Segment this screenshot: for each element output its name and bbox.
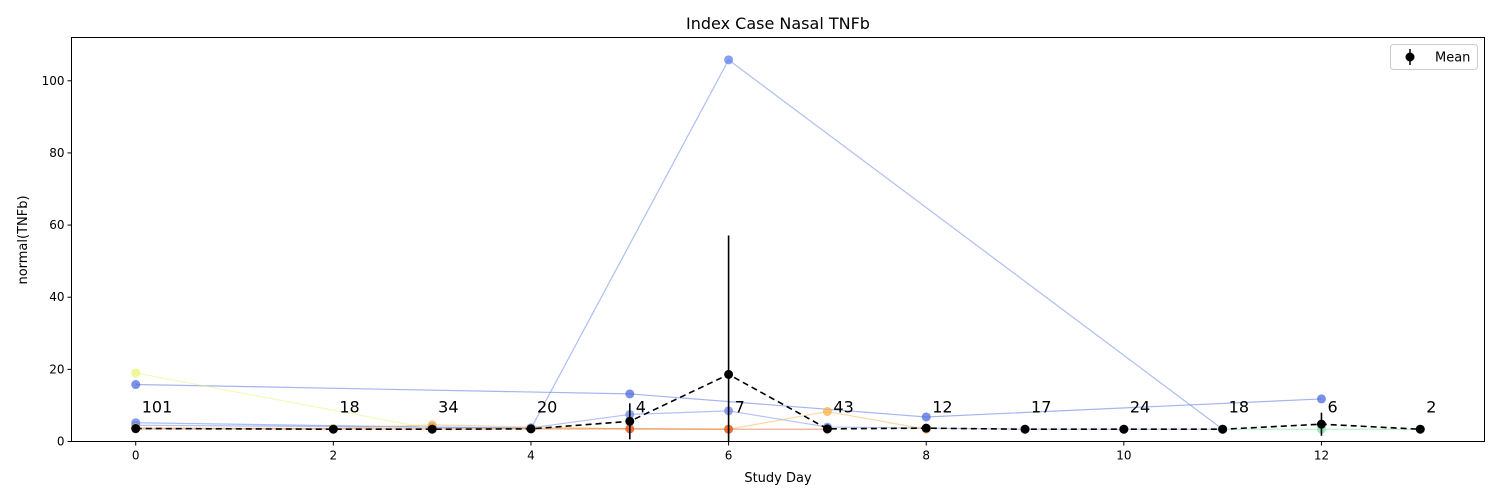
- x-tick-label: 8: [922, 449, 930, 463]
- x-tick-label: 10: [1116, 449, 1131, 463]
- x-axis-label: Study Day: [744, 471, 812, 486]
- x-tick-label: 4: [527, 449, 535, 463]
- count-annotation: 18: [339, 398, 359, 417]
- y-tick-label: 60: [49, 218, 64, 232]
- count-annotation: 43: [833, 398, 853, 417]
- legend-mean-marker: [1405, 52, 1415, 62]
- subject-line: [135, 410, 1223, 430]
- x-tick-label: 0: [132, 449, 140, 463]
- count-annotation: 18: [1229, 398, 1249, 417]
- mean-point: [131, 424, 141, 434]
- subject-point: [1316, 394, 1326, 404]
- legend: Mean: [1390, 44, 1478, 70]
- count-annotation: 20: [537, 398, 557, 417]
- mean-point: [1020, 424, 1030, 434]
- count-annotation: 12: [932, 398, 952, 417]
- mean-point: [328, 424, 338, 434]
- mean-point: [1119, 424, 1129, 434]
- mean-point: [822, 424, 832, 434]
- subject-point: [625, 389, 635, 399]
- mean-point: [1415, 424, 1425, 434]
- y-tick-label: 80: [49, 146, 64, 160]
- x-tick-label: 12: [1314, 449, 1329, 463]
- subject-point: [822, 407, 832, 417]
- x-tick-label: 6: [725, 449, 733, 463]
- count-annotation: 2: [1426, 398, 1436, 417]
- count-annotation: 101: [142, 398, 173, 417]
- mean-point: [526, 424, 536, 434]
- count-annotation: 17: [1031, 398, 1051, 417]
- mean-point: [1316, 419, 1326, 429]
- count-annotation: 24: [1130, 398, 1150, 417]
- count-annotation: 4: [636, 398, 646, 417]
- subject-point: [724, 55, 734, 65]
- legend-box: [1390, 44, 1478, 70]
- count-annotation: 34: [438, 398, 458, 417]
- subject-series-1: [131, 380, 1326, 422]
- subject-line: [135, 383, 1322, 418]
- y-tick-label: 40: [49, 290, 64, 304]
- x-tick-label: 2: [330, 449, 338, 463]
- subject-line: [135, 58, 1224, 430]
- y-tick-label: 100: [42, 74, 65, 88]
- plot-frame: [71, 37, 1485, 442]
- y-tick-label: 20: [49, 362, 64, 376]
- subject-point: [921, 412, 931, 422]
- mean-point: [1218, 424, 1228, 434]
- mean-point: [921, 423, 931, 433]
- subject-point: [131, 368, 141, 378]
- mean-line: [135, 373, 1421, 431]
- y-tick-label: 0: [57, 435, 65, 449]
- y-axis-label: normal(TNFb): [16, 195, 31, 284]
- mean-point: [724, 369, 734, 379]
- mean-series: [131, 235, 1425, 442]
- legend-label-mean: Mean: [1435, 51, 1470, 66]
- subject-point: [131, 380, 141, 390]
- mean-point: [625, 416, 635, 426]
- chart-title: Index Case Nasal TNFb: [686, 14, 870, 33]
- subject-series-2: [131, 55, 1228, 434]
- count-annotation: 7: [735, 398, 745, 417]
- mean-point: [427, 424, 437, 434]
- count-annotation: 6: [1327, 398, 1337, 417]
